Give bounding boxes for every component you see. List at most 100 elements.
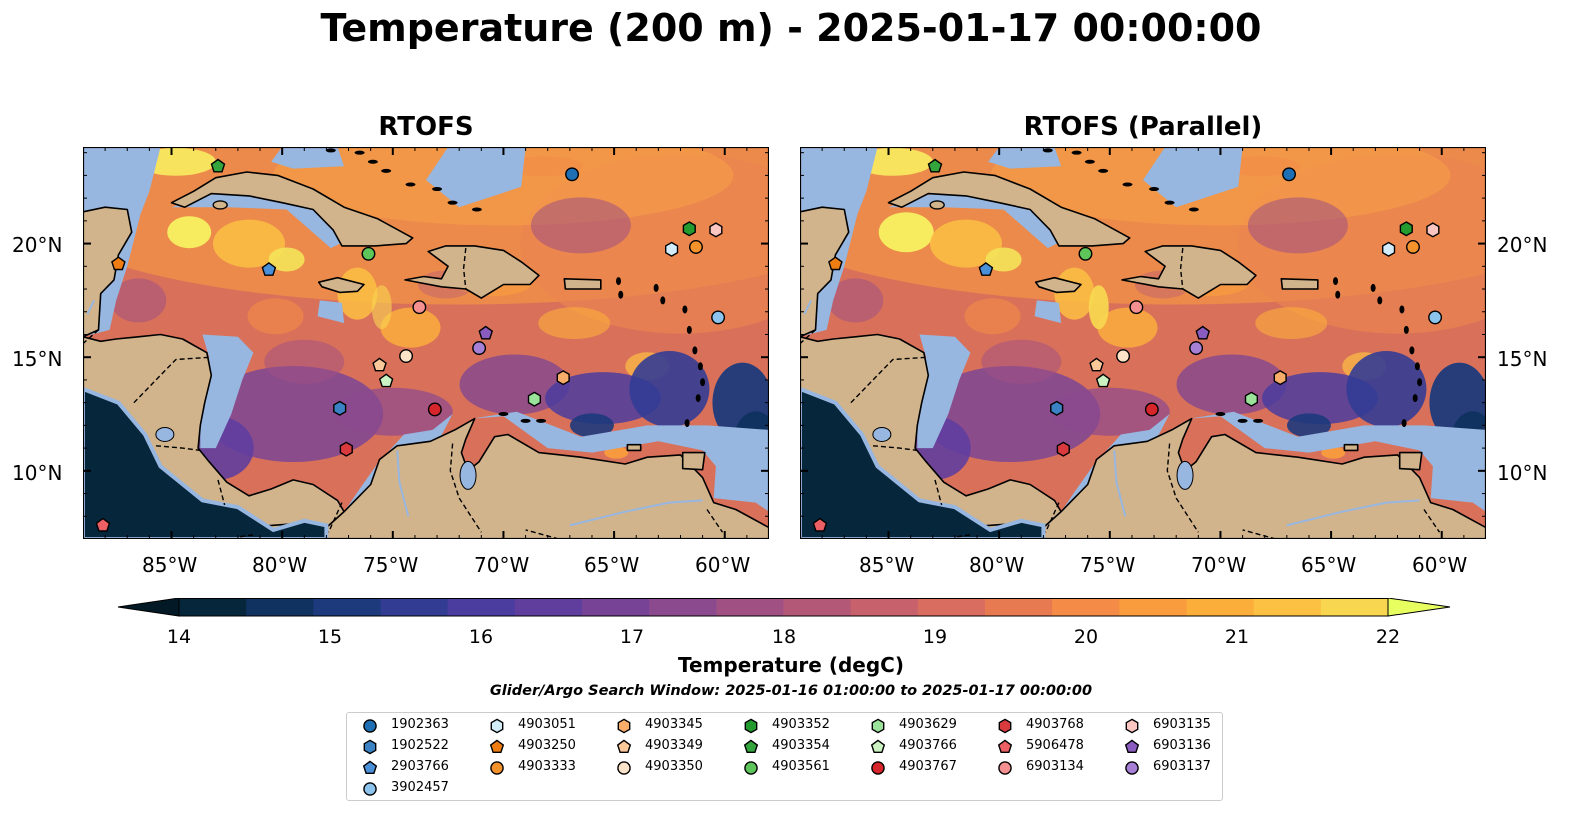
legend-marker-pentagon-icon (997, 739, 1013, 754)
colorbar-segment (447, 598, 516, 616)
colorbar (117, 598, 1451, 617)
land-southAmerica (800, 417, 1486, 539)
legend-marker (871, 761, 885, 775)
land-hispaniola (404, 245, 540, 299)
country-border (957, 533, 973, 538)
legend-label: 6903135 (1153, 717, 1211, 732)
float-marker-4903349 (372, 357, 387, 372)
float-marker-6903134 (1129, 300, 1144, 315)
lat-tick-10n-right: 10°N (1497, 461, 1548, 485)
land-cuba (887, 171, 1131, 247)
colorbar-segment (179, 598, 247, 616)
float-marker-4903051 (1382, 241, 1396, 257)
lat-tick-15n-left: 15°N (12, 347, 63, 371)
float-marker-4903352 (1399, 221, 1413, 237)
legend-label: 1902522 (391, 738, 449, 753)
country-border (449, 443, 482, 533)
country-border (872, 445, 918, 452)
map-panel-rtofs-parallel (800, 147, 1486, 539)
float-marker-1902522 (333, 400, 347, 416)
float-marker-2903766 (978, 262, 994, 276)
colorbar-segment (1253, 598, 1322, 616)
legend-marker (744, 718, 758, 734)
continental-shelf (344, 414, 453, 512)
float-marker-4903250 (828, 256, 843, 271)
float-marker-6903134 (412, 300, 427, 315)
lat-tick-15n-right: 15°N (1497, 347, 1548, 371)
colorbar-segment (917, 598, 986, 616)
continental-shelf (1143, 147, 1243, 208)
lon-tick-85w-right: 85°W (859, 553, 915, 577)
float-marker-4903354 (927, 158, 943, 173)
country-border (1166, 443, 1199, 533)
legend-marker (998, 718, 1012, 734)
country-border (800, 329, 816, 345)
country-border (327, 502, 343, 533)
legend-entry-4903345: 4903345 (615, 717, 735, 735)
legend-marker (744, 761, 758, 775)
colorbar-segment (1119, 598, 1188, 616)
legend-marker-hexagon-icon (744, 718, 758, 734)
legend-marker (997, 739, 1013, 754)
float-marker-4903629 (527, 391, 541, 407)
legend-entry-4903561: 4903561 (742, 759, 862, 777)
country-border (525, 529, 559, 539)
land-margarita (1343, 443, 1359, 452)
float-marker-4903766 (378, 373, 394, 388)
land-puertorico (1280, 278, 1319, 290)
legend-marker (362, 760, 378, 775)
legend-entry-6903137: 6903137 (1123, 759, 1243, 777)
lat-tick-20n-left: 20°N (12, 233, 63, 257)
country-border (462, 248, 467, 290)
land-trinidad (1398, 451, 1423, 471)
float-marker-4903354 (210, 158, 226, 173)
legend-marker (743, 739, 759, 754)
continental-shelf (988, 147, 1062, 169)
legend-marker (617, 718, 631, 734)
legend-label: 4903051 (518, 717, 576, 732)
colorbar-tick-18: 18 (771, 626, 797, 648)
lon-tick-60w-left: 60°W (695, 553, 751, 577)
legend-marker-pentagon-icon (489, 739, 505, 754)
float-marker-4903345 (556, 370, 570, 386)
legend-entry-4903352: 4903352 (742, 717, 862, 735)
lat-tick-10n-left: 10°N (12, 461, 63, 485)
colorbar-segment (649, 598, 717, 616)
legend-marker-circle-icon (998, 761, 1012, 775)
continental-shelf (472, 411, 769, 512)
legend-entry-4903768: 4903768 (996, 717, 1116, 735)
legend-marker-circle-icon (363, 782, 377, 796)
legend-label: 3902457 (391, 780, 449, 795)
legend-entry-5906478: 5906478 (996, 738, 1116, 756)
legend-marker (489, 739, 505, 754)
lon-tick-70w-right: 70°W (1191, 553, 1247, 577)
legend-marker-circle-icon (1125, 761, 1139, 775)
legend-entry-4903051: 4903051 (488, 717, 608, 735)
colorbar-tick-19: 19 (922, 626, 948, 648)
continental-shelf (271, 147, 345, 169)
legend-marker-pentagon-icon (616, 739, 632, 754)
float-marker-6903137 (1189, 341, 1204, 356)
panel-title-rtofs-parallel: RTOFS (Parallel) (1023, 112, 1263, 142)
legend-entry-4903767: 4903767 (869, 759, 989, 777)
legend-marker-hexagon-icon (617, 718, 631, 734)
float-marker-4903051 (665, 241, 679, 257)
continental-shelf (426, 147, 526, 208)
land-puertorico (563, 278, 602, 290)
colorbar-segment (380, 598, 449, 616)
colorbar-segment (246, 598, 314, 616)
lon-tick-70w-left: 70°W (474, 553, 530, 577)
float-marker-6903135 (1426, 222, 1440, 238)
float-legend: 1902363 1902522 2903766 3902457 4903051 49032… (346, 712, 1223, 801)
legend-marker-hexagon-icon (998, 718, 1012, 734)
float-marker-1902363 (565, 167, 580, 182)
legend-label: 4903629 (899, 717, 957, 732)
river (569, 499, 703, 527)
legend-marker (363, 739, 377, 755)
legend-marker-pentagon-icon (362, 760, 378, 775)
legend-label: 4903352 (772, 717, 830, 732)
legend-entry-1902522: 1902522 (361, 738, 481, 756)
colorbar-tick-15: 15 (317, 626, 343, 648)
colorbar-over-arrow (1387, 598, 1451, 617)
continental-shelf (1034, 300, 1062, 324)
